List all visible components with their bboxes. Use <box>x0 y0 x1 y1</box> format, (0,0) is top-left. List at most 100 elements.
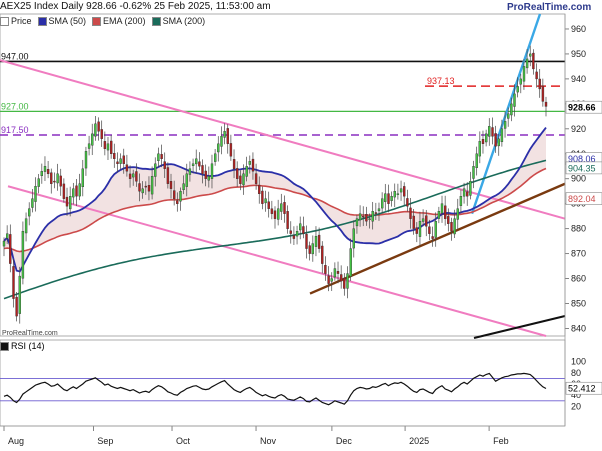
price-candle <box>213 153 217 162</box>
y-tick-label: 840 <box>571 324 586 334</box>
level-label: 917.50 <box>1 125 29 135</box>
legend-item-sma50[interactable]: SMA (50) <box>37 15 87 27</box>
price-candle <box>163 161 166 169</box>
price-candle <box>434 220 437 238</box>
sma50-tag: 908.06 <box>568 154 596 164</box>
price-candle <box>235 168 239 179</box>
price-candle <box>485 133 488 143</box>
price-candle <box>299 223 302 231</box>
credit-text: ProRealTime.com <box>2 330 58 337</box>
price-candle <box>308 245 311 254</box>
price-candle <box>122 155 126 164</box>
price-candle <box>324 265 327 274</box>
price-candle <box>525 58 529 69</box>
price-candle <box>204 170 207 179</box>
x-tick-label: Oct <box>176 436 191 446</box>
level-label: 927.00 <box>1 101 29 111</box>
price-candle <box>116 161 119 165</box>
price-candle <box>43 166 47 172</box>
price-candle <box>15 296 18 317</box>
price-candle <box>261 190 264 204</box>
price-candle <box>302 226 305 234</box>
price-candle <box>239 175 242 184</box>
price-candle <box>280 203 283 212</box>
price-candle <box>519 78 522 85</box>
candle-layer <box>2 45 548 324</box>
price-candle <box>393 190 396 198</box>
price-candle <box>53 180 56 183</box>
rsi-tick-label: 40 <box>571 390 581 400</box>
price-candle <box>273 210 277 219</box>
legend-swatch <box>0 16 9 26</box>
price-candle <box>68 195 72 210</box>
price-candle <box>311 243 314 255</box>
legend-item-price[interactable]: Price <box>0 15 32 27</box>
price-candle <box>12 266 15 299</box>
legend-label: SMA (50) <box>48 16 87 26</box>
chart-title: AEX25 Index Daily 928.66 -0.62% 25 Feb 2… <box>0 1 271 12</box>
price-candle <box>317 234 321 249</box>
price-candle <box>135 171 138 182</box>
y-tick-label: 880 <box>571 224 586 234</box>
price-candle <box>472 166 475 179</box>
price-candle <box>447 216 450 224</box>
price-candle <box>37 178 40 187</box>
price-candle <box>131 173 135 178</box>
x-tick-label: Nov <box>260 436 277 446</box>
y-tick-label: 860 <box>571 274 586 284</box>
legend-item-ema200[interactable]: EMA (200) <box>92 15 146 27</box>
price-candle <box>185 173 189 187</box>
price-candle <box>346 273 349 289</box>
legend-swatch <box>151 16 161 26</box>
price-candle <box>128 173 132 179</box>
price-candle <box>248 161 252 165</box>
price-candle <box>113 152 116 159</box>
price-candle <box>349 248 352 277</box>
price-candle <box>194 158 198 165</box>
price-candle <box>2 240 6 247</box>
price-candle <box>497 138 500 147</box>
price-candle <box>109 140 113 155</box>
x-tick-label: 2025 <box>409 436 429 446</box>
price-candle <box>475 153 478 169</box>
watermark: ProRealTime.com <box>507 2 592 13</box>
price-candle <box>59 175 62 187</box>
price-candle <box>188 168 192 175</box>
rsi-last-tag: 52.412 <box>568 384 596 394</box>
price-candle <box>358 213 362 221</box>
price-candle <box>343 277 346 289</box>
price-candle <box>494 133 497 147</box>
price-candle <box>100 129 103 139</box>
legend-item-sma200[interactable]: SMA (200) <box>151 15 205 27</box>
price-candle <box>535 71 538 80</box>
rsi-layer <box>0 372 565 406</box>
price-candle <box>314 235 318 247</box>
y-tick-label: 900 <box>571 174 586 184</box>
price-candle <box>28 208 31 217</box>
price-candle <box>147 184 151 192</box>
price-candle <box>103 141 107 150</box>
price-candle <box>154 163 157 177</box>
support-trendline <box>309 182 566 295</box>
legend: Price SMA (50) EMA (200) SMA (200) <box>0 15 205 27</box>
price-candle <box>182 183 185 190</box>
price-candle <box>352 228 355 249</box>
price-candle <box>24 218 28 234</box>
price-candle <box>217 143 220 153</box>
price-candle <box>81 168 85 188</box>
price-candle <box>387 193 390 204</box>
price-candle <box>481 138 485 144</box>
price-candle <box>220 136 223 147</box>
y-tick-label: 920 <box>571 124 586 134</box>
price-candle <box>510 103 513 116</box>
price-candle <box>119 158 122 164</box>
price-candle <box>327 275 330 284</box>
steep-trendline <box>470 13 542 215</box>
price-candle <box>72 188 75 198</box>
rsi-title-text: RSI (14) <box>11 341 45 351</box>
price-candle <box>440 203 444 214</box>
x-tick-label: Dec <box>336 436 353 446</box>
price-candle <box>409 207 412 219</box>
price-candle <box>532 52 535 70</box>
rsi-last-tag-bg <box>565 381 602 395</box>
